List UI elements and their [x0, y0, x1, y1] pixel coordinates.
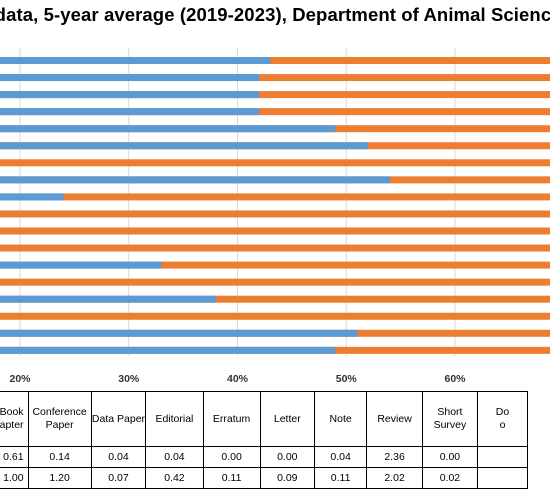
table-header-cell: Letter	[259, 391, 315, 447]
bar-orange-2	[0, 74, 550, 82]
x-tick-label: 30%	[118, 373, 140, 385]
bar-blue-18	[0, 346, 336, 354]
bar-orange-12	[0, 244, 550, 252]
table-cell: 0.00	[259, 446, 315, 468]
table-cell: 2.02	[366, 467, 423, 489]
table-cell: 0.00	[421, 446, 478, 468]
table-row: 0.61 0.14 0.04 0.04 0.00 0.00 0.04 2.36 0.00	[0, 446, 529, 468]
x-tick-label: 50%	[336, 373, 358, 385]
bar-orange-15	[0, 295, 550, 303]
table-cell: 2.36	[366, 446, 423, 468]
table-cell: 0.14	[27, 446, 92, 468]
bar-blue-15	[0, 295, 216, 303]
x-tick-label: 20%	[9, 373, 31, 385]
table-cell: 0.07	[90, 467, 147, 489]
bar-orange-14	[0, 278, 550, 286]
bar-blue-13	[0, 261, 162, 269]
bar-orange-13	[0, 261, 550, 269]
table-cell: 0.00	[202, 446, 261, 468]
bar-orange-7	[0, 159, 550, 167]
table-header-cell: Short Survey	[421, 391, 478, 447]
table-row: 1.00 1.20 0.07 0.42 0.11 0.09 0.11 2.02 0.02	[0, 467, 529, 489]
bar-orange-16	[0, 312, 550, 320]
table-cell: 0.42	[145, 467, 204, 489]
bar-blue-9	[0, 193, 64, 201]
bar-blue-4	[0, 108, 260, 116]
table-header-cell: Erratum	[202, 391, 261, 447]
bar-orange-10	[0, 210, 550, 218]
bar-blue-6	[0, 142, 368, 150]
table-header-cell: Review	[366, 391, 423, 447]
chart-title: S data, 5-year average (2019-2023), Depa…	[0, 4, 550, 25]
table-header-cell: Conference Paper	[27, 391, 92, 447]
bar-blue-17	[0, 329, 358, 337]
x-tick-label: 40%	[227, 373, 249, 385]
table-header-cell: Do o	[476, 391, 529, 447]
table-cell: 1.20	[27, 467, 92, 489]
bar-chart: 20% 30% 40% 50% 60%	[0, 48, 550, 385]
x-tick-label: 60%	[444, 373, 466, 385]
bar-blue-1	[0, 57, 271, 64]
table-cell: 0.04	[90, 446, 147, 468]
table-cell: 0.61	[0, 446, 29, 468]
bar-orange-9	[0, 193, 550, 201]
table-cell	[476, 446, 529, 468]
table-cell: 0.11	[313, 467, 368, 489]
table-cell: 1.00	[0, 467, 29, 489]
table-cell	[476, 467, 529, 489]
table-header-cell: Editorial	[145, 391, 204, 447]
table-cell: 0.09	[259, 467, 315, 489]
bar-orange-4	[0, 108, 550, 116]
table-header-cell: Book hapter	[0, 391, 29, 447]
x-tick-labels: 20% 30% 40% 50% 60%	[9, 373, 466, 385]
bars	[0, 57, 550, 354]
bar-blue-2	[0, 74, 260, 82]
table-cell: 0.04	[313, 446, 368, 468]
bar-orange-11	[0, 227, 550, 235]
table-header-cell: Note	[313, 391, 368, 447]
table-header-cell: Data Paper	[90, 391, 147, 447]
bar-blue-3	[0, 91, 260, 99]
bar-orange-1	[0, 57, 550, 64]
bar-blue-8	[0, 176, 390, 184]
bar-orange-3	[0, 91, 550, 99]
bar-blue-5	[0, 125, 336, 133]
table-cell: 0.04	[145, 446, 204, 468]
table-cell: 0.02	[421, 467, 478, 489]
gridlines	[19, 48, 456, 356]
table-cell: 0.11	[202, 467, 261, 489]
